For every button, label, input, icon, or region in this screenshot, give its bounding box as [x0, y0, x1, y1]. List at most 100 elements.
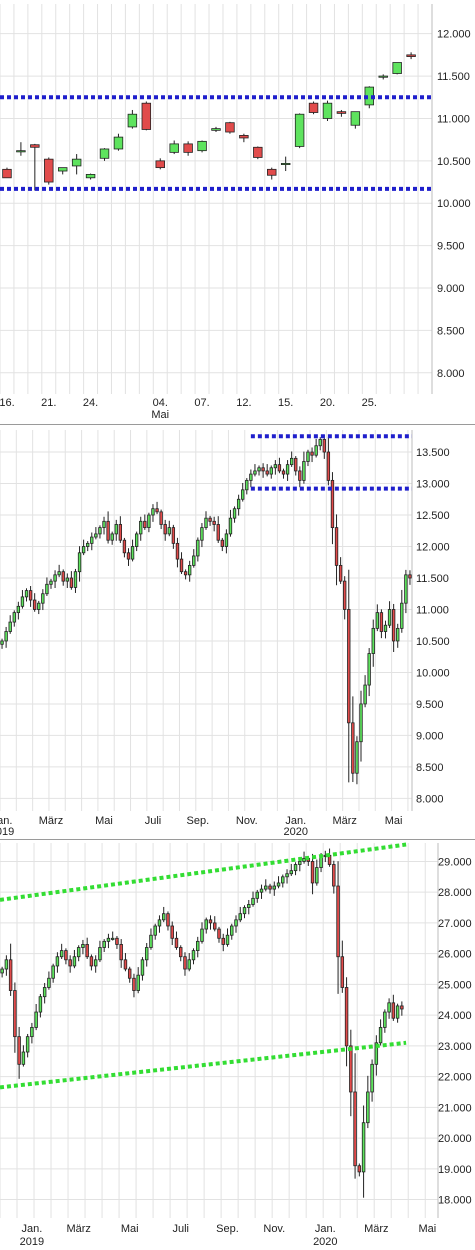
candle-up — [273, 464, 278, 469]
candle-down — [69, 577, 74, 588]
candle-up — [72, 956, 77, 967]
candle-up — [322, 102, 333, 119]
x-tick-label: 04. — [153, 397, 168, 409]
candle-up — [359, 703, 363, 743]
candle-up — [387, 609, 392, 626]
candle-down — [379, 612, 384, 632]
candle-up — [228, 517, 233, 535]
candle-up — [187, 959, 191, 970]
candle-up — [404, 574, 408, 604]
candle-down — [310, 451, 314, 456]
candle-down — [310, 861, 315, 884]
candle-up — [259, 888, 264, 893]
candle-up — [225, 934, 230, 945]
y-tick-label: 28.000 — [438, 887, 472, 899]
candles — [2, 52, 416, 191]
candle-up — [162, 913, 166, 921]
candle-up — [4, 959, 9, 970]
candle-up — [272, 885, 276, 890]
candle-up — [370, 1063, 374, 1093]
candle-down — [268, 885, 272, 890]
candle-down — [357, 1165, 362, 1173]
candle-up — [253, 470, 257, 475]
candle-up — [257, 467, 261, 472]
candle-down — [179, 947, 183, 958]
x-tick-label: März — [332, 815, 356, 827]
candle-up — [99, 148, 110, 159]
candle-up — [236, 498, 241, 510]
candle-up — [139, 520, 143, 535]
candle-down — [344, 987, 349, 1047]
candle-up — [251, 897, 255, 905]
candle-up — [8, 621, 12, 632]
candle-up — [0, 968, 4, 974]
candlestick-chart-1: 12.000 11.500 11.000 10.500 10.000 9.500 9.000… — [0, 4, 471, 418]
candle-down — [220, 539, 224, 547]
candle-up — [196, 539, 200, 557]
candle-down — [347, 609, 351, 724]
candle-up — [98, 527, 102, 535]
y-tick-label: 8.500 — [416, 762, 444, 774]
candle-down — [351, 722, 355, 774]
x-tick-sublabel: 2020 — [284, 826, 308, 835]
candle-up — [242, 907, 247, 915]
candle-down — [183, 956, 187, 970]
y-tick-label: 23.000 — [438, 1041, 472, 1053]
candle-up — [302, 461, 306, 481]
y-tick-label: 19.000 — [438, 1164, 472, 1176]
candle-down — [68, 959, 72, 967]
grid — [0, 4, 433, 394]
candle-up — [157, 919, 162, 927]
candle-up — [65, 577, 69, 582]
candle-up — [255, 891, 259, 899]
y-tick-label: 13.500 — [416, 447, 450, 459]
candle-down — [221, 937, 225, 945]
candle-up — [53, 574, 57, 582]
candle-down — [225, 122, 235, 133]
candle-up — [395, 1005, 400, 1019]
x-tick-label: Juli — [145, 815, 162, 827]
candle-up — [41, 593, 45, 604]
y-tick-label: 8.500 — [437, 325, 465, 337]
candle-up — [0, 640, 4, 645]
candle-down — [155, 508, 159, 513]
candle-up — [42, 987, 47, 998]
candle-up — [230, 925, 234, 936]
candle-up — [289, 870, 294, 875]
y-tick-label: 12.000 — [416, 542, 450, 554]
candle-down — [349, 1045, 353, 1093]
candle-down — [213, 922, 217, 930]
candle-up — [249, 473, 253, 481]
candle-up — [374, 1042, 379, 1065]
x-tick-label: 25. — [362, 397, 377, 409]
candle-up — [241, 489, 245, 500]
x-tick-label: Sep. — [187, 815, 210, 827]
x-tick-sublabel: 2019 — [0, 826, 14, 835]
x-tick-label: Nov. — [263, 1223, 285, 1235]
candle-up — [21, 1051, 26, 1065]
x-tick-label: Nov. — [236, 815, 258, 827]
candle-up — [280, 162, 291, 165]
candle-up — [102, 940, 106, 948]
candle-down — [132, 977, 136, 991]
candle-up — [153, 925, 157, 936]
y-tick-label: 20.000 — [438, 1133, 472, 1145]
y-tick-label: 10.500 — [437, 156, 471, 168]
candle-up — [247, 904, 251, 908]
y-tick-label: 13.000 — [416, 479, 450, 491]
candle-down — [322, 439, 326, 453]
candle-down — [338, 564, 343, 582]
candle-down — [239, 135, 249, 139]
x-tick-label: Jan. — [0, 815, 12, 827]
x-tick-label: 07. — [194, 397, 209, 409]
candle-up — [110, 937, 115, 940]
candle-down — [391, 609, 396, 642]
candle-up — [30, 1027, 34, 1038]
y-tick-label: 22.000 — [438, 1072, 472, 1084]
x-tick-label: Mai — [385, 815, 403, 827]
x-tick-label: 16. — [0, 397, 15, 409]
candle-down — [208, 517, 212, 522]
panel-divider-1 — [0, 424, 475, 425]
y-tick-label: 12.500 — [416, 510, 450, 522]
candle-up — [371, 627, 375, 654]
